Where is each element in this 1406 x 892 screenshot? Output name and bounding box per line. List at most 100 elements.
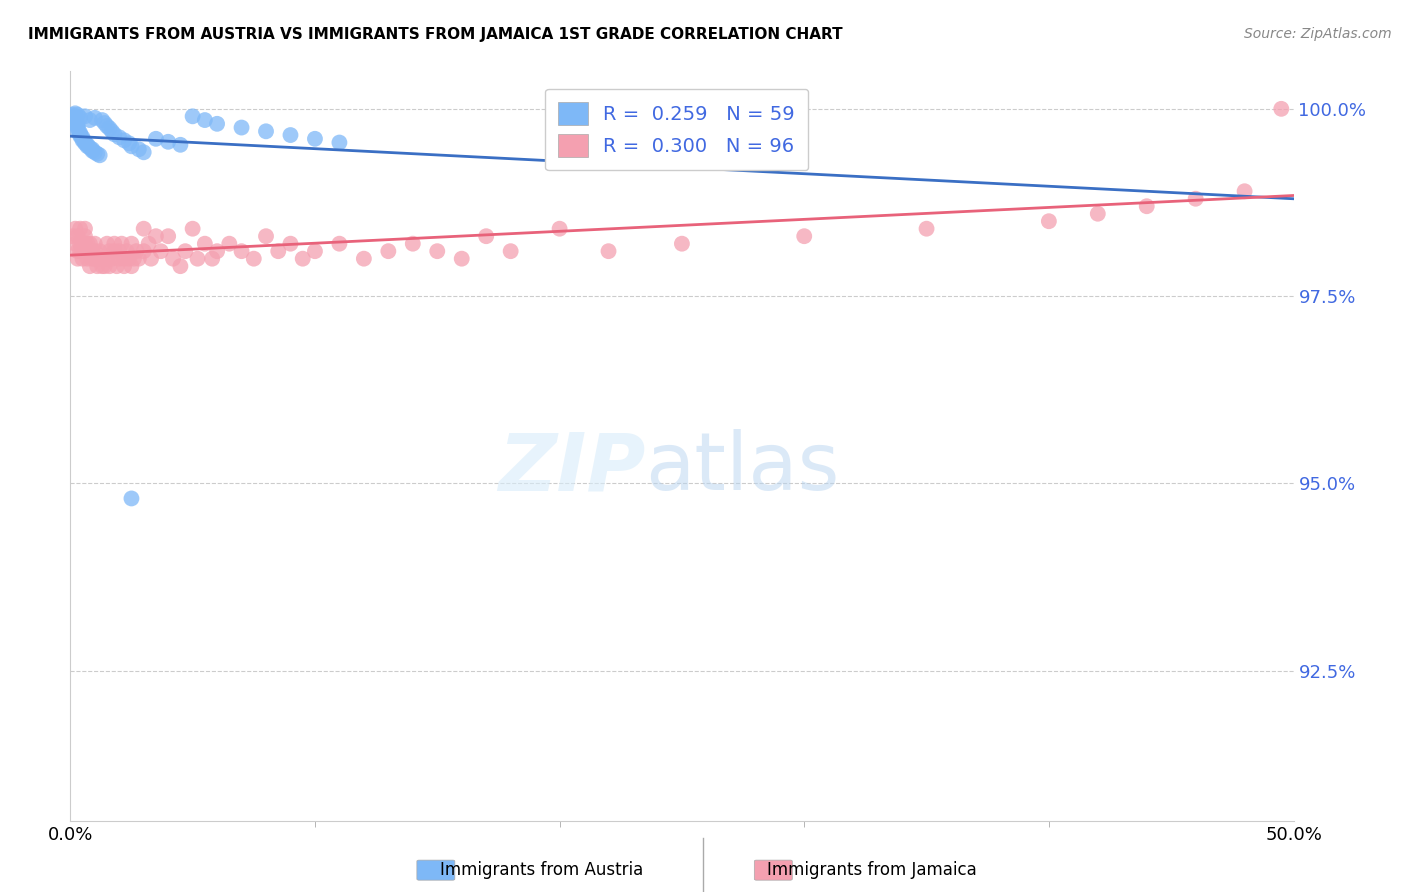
Point <box>66 124 89 138</box>
Point <box>69 128 91 143</box>
Point <box>132 244 155 259</box>
Point <box>63 221 86 235</box>
Text: Immigrants from Austria: Immigrants from Austria <box>440 861 643 879</box>
Point <box>450 252 472 266</box>
Point <box>79 236 101 251</box>
Point <box>254 229 277 244</box>
Point <box>63 115 86 129</box>
Point <box>132 145 155 160</box>
Point <box>98 259 121 273</box>
Point <box>121 259 143 273</box>
Point <box>62 108 84 122</box>
Point <box>157 229 180 244</box>
Point <box>86 252 108 266</box>
Point <box>112 252 135 266</box>
Point <box>1038 214 1060 228</box>
Point <box>1270 102 1292 116</box>
Point <box>205 244 228 259</box>
Point <box>328 236 350 251</box>
Point <box>76 252 98 266</box>
Point <box>139 252 162 266</box>
Point <box>96 119 118 133</box>
FancyBboxPatch shape <box>755 860 793 880</box>
Point <box>304 244 326 259</box>
Point <box>181 221 204 235</box>
Point <box>82 252 104 266</box>
Point <box>108 244 131 259</box>
Point <box>69 244 91 259</box>
Point <box>69 221 91 235</box>
Point <box>548 221 571 235</box>
Text: IMMIGRANTS FROM AUSTRIA VS IMMIGRANTS FROM JAMAICA 1ST GRADE CORRELATION CHART: IMMIGRANTS FROM AUSTRIA VS IMMIGRANTS FR… <box>28 27 842 42</box>
Point <box>72 133 94 147</box>
Point <box>83 236 105 251</box>
Point <box>112 259 135 273</box>
Point <box>157 135 180 149</box>
Point <box>63 236 86 251</box>
Point <box>83 145 105 160</box>
Point <box>63 106 86 120</box>
Point <box>72 236 94 251</box>
Point <box>267 244 290 259</box>
Point <box>174 244 197 259</box>
Point <box>138 236 160 251</box>
Point <box>1184 192 1206 206</box>
Point <box>73 109 96 123</box>
Legend: R =  0.259   N = 59, R =  0.300   N = 96: R = 0.259 N = 59, R = 0.300 N = 96 <box>546 88 808 170</box>
Point <box>112 133 135 147</box>
Point <box>108 252 131 266</box>
Point <box>377 244 399 259</box>
Point <box>62 111 84 125</box>
Point <box>73 136 96 151</box>
Text: ZIP: ZIP <box>498 429 645 508</box>
Point <box>91 252 114 266</box>
Point <box>73 236 96 251</box>
Point <box>79 259 101 273</box>
Point <box>205 117 228 131</box>
Point <box>79 141 101 155</box>
Point <box>218 236 240 251</box>
Point <box>86 259 108 273</box>
Point <box>72 244 94 259</box>
Point <box>1136 199 1159 213</box>
Point <box>103 236 125 251</box>
Point <box>73 221 96 235</box>
Point <box>304 132 326 146</box>
Point <box>91 259 114 273</box>
Point <box>353 252 375 266</box>
Point <box>63 113 86 128</box>
Point <box>169 137 191 152</box>
Point <box>89 148 111 162</box>
Point <box>291 252 314 266</box>
Point <box>89 252 111 266</box>
Point <box>79 244 101 259</box>
Point <box>671 236 693 251</box>
Point <box>169 259 191 273</box>
Point <box>62 109 84 123</box>
Point <box>93 116 115 130</box>
Point <box>98 244 121 259</box>
Point <box>76 236 98 251</box>
Point <box>72 132 94 146</box>
Point <box>76 244 98 259</box>
Point <box>194 113 217 128</box>
Point <box>125 244 148 259</box>
Point <box>91 113 114 128</box>
Point <box>1233 184 1256 198</box>
Point <box>72 252 94 266</box>
Point <box>73 244 96 259</box>
Point <box>128 252 150 266</box>
Point <box>66 121 89 136</box>
Point <box>243 252 266 266</box>
Point <box>231 120 253 135</box>
Point <box>111 236 134 251</box>
Point <box>93 259 115 273</box>
Point <box>132 221 155 235</box>
Point <box>66 229 89 244</box>
Point <box>186 252 208 266</box>
Point <box>62 229 84 244</box>
Point <box>82 244 104 259</box>
Point <box>328 136 350 150</box>
Point <box>101 252 124 266</box>
Point <box>98 121 121 136</box>
